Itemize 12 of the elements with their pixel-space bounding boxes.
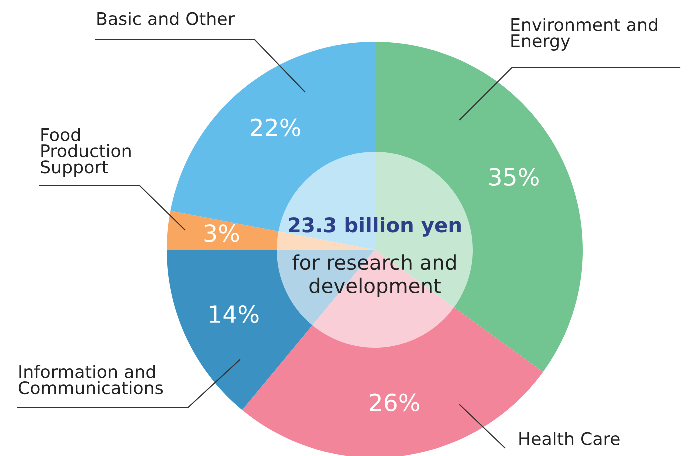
text: 23.3 billion yen <box>289 217 461 237</box>
data-label: 22% <box>251 118 300 137</box>
slice-label: Basic and Other <box>98 12 235 26</box>
slice-label: Health Care <box>520 432 620 446</box>
data-label: 26% <box>370 394 420 412</box>
data-label: 3% <box>204 224 240 242</box>
text: for research and development <box>292 254 456 298</box>
slice-label: Information and Communications <box>18 365 164 395</box>
data-label: 14% <box>210 305 259 324</box>
slice-label: Food Production Support <box>41 128 131 178</box>
slice-label: Environment and Energy <box>512 18 658 51</box>
data-label: 35% <box>490 168 539 186</box>
